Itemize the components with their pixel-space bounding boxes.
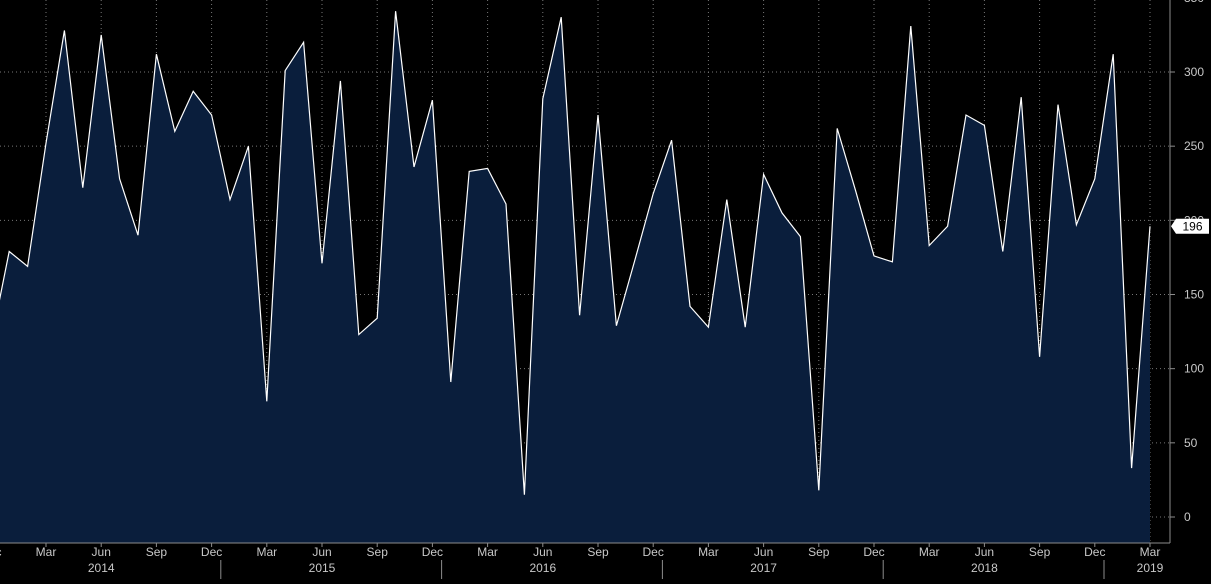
x-tick-label: Dec xyxy=(0,545,1,559)
x-tick-label: Dec xyxy=(643,545,664,559)
x-tick-label: Sep xyxy=(587,545,609,559)
x-tick-label: Dec xyxy=(863,545,884,559)
year-label: 2015 xyxy=(309,561,336,575)
last-value-label: 196 xyxy=(1182,219,1202,233)
y-tick-label: 250 xyxy=(1184,139,1204,153)
x-tick-label: Mar xyxy=(477,545,498,559)
y-tick-label: 100 xyxy=(1184,362,1204,376)
x-tick-label: Dec xyxy=(201,545,222,559)
y-tick-label: 300 xyxy=(1184,65,1204,79)
year-label: 2019 xyxy=(1137,561,1164,575)
x-tick-label: Mar xyxy=(36,545,57,559)
x-tick-label: Dec xyxy=(1084,545,1105,559)
x-tick-label: Jun xyxy=(92,545,111,559)
year-label: 2014 xyxy=(88,561,115,575)
year-label: 2018 xyxy=(971,561,998,575)
y-tick-label: 0 xyxy=(1184,510,1191,524)
year-label: 2017 xyxy=(750,561,777,575)
x-tick-label: Mar xyxy=(919,545,940,559)
last-value-marker: 196 xyxy=(1171,219,1209,234)
x-tick-label: Dec xyxy=(422,545,443,559)
x-tick-label: Sep xyxy=(808,545,830,559)
y-tick-label: 150 xyxy=(1184,288,1204,302)
y-tick-label: 50 xyxy=(1184,436,1198,450)
x-tick-label: Jun xyxy=(975,545,994,559)
x-tick-label: Jun xyxy=(312,545,331,559)
x-tick-label: Mar xyxy=(256,545,277,559)
x-tick-label: Jun xyxy=(754,545,773,559)
x-tick-label: Jun xyxy=(533,545,552,559)
x-tick-label: Sep xyxy=(146,545,168,559)
y-tick-label: 350 xyxy=(1184,0,1204,5)
x-tick-label: Mar xyxy=(1140,545,1161,559)
x-tick-label: Sep xyxy=(1029,545,1051,559)
x-tick-label: Sep xyxy=(367,545,389,559)
year-label: 2016 xyxy=(529,561,556,575)
x-tick-label: Mar xyxy=(698,545,719,559)
